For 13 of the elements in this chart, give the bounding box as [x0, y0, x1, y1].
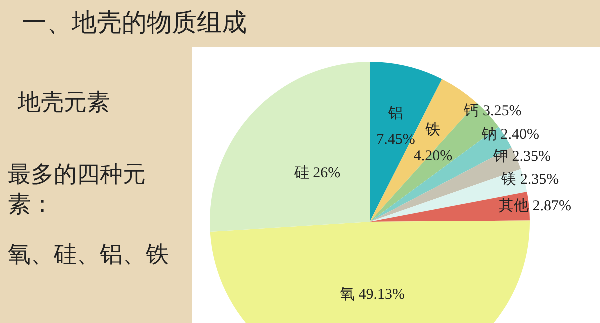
slice-label: 钙 3.25%	[463, 103, 522, 120]
slice-label: 其他 2.87%	[498, 198, 572, 215]
text: 地壳元素	[18, 89, 111, 117]
slice-label: 镁 2.35%	[500, 170, 560, 188]
slice-label: 铝	[387, 106, 404, 122]
slice-label: 铁	[424, 122, 441, 139]
text: 最多的四种元素：	[8, 161, 147, 219]
slice-label: 硅 26%	[293, 164, 341, 182]
chart-title: 一、地壳的物质组成	[22, 9, 247, 39]
slice-label: 钾 2.35%	[492, 148, 551, 165]
data-label: 4.20%	[414, 148, 453, 165]
text: 氧、硅、铝、铁	[8, 241, 170, 269]
slice-label: 氧 49.13%	[340, 286, 406, 303]
